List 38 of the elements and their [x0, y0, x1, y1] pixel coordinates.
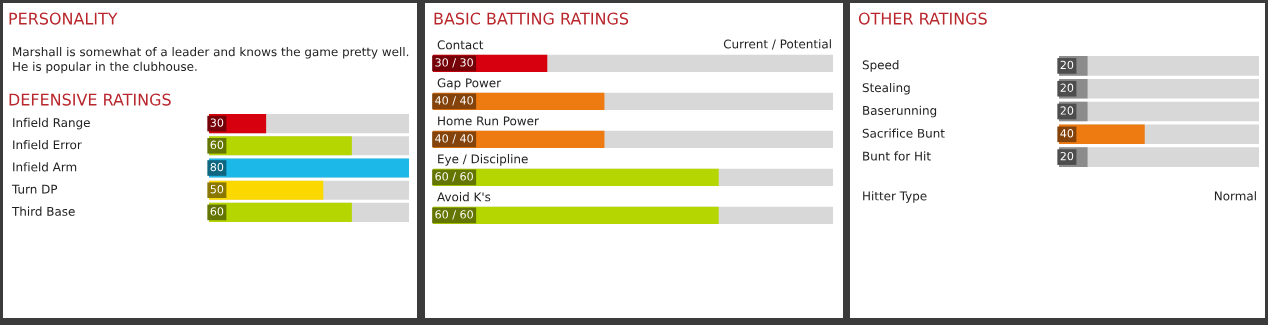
text: Hitter Type [863, 191, 927, 203]
y-tick-label: Avoid K's [437, 192, 491, 202]
data-label: 40 [1060, 129, 1074, 138]
data-label: 20 [1060, 60, 1074, 70]
annotation: Current / Potential [723, 39, 831, 50]
y-tick-label: Home Run Power [438, 116, 539, 126]
chart-title: BASIC BATTING RATINGS [434, 12, 629, 25]
y-tick-label: Speed [862, 60, 899, 72]
data-label: 40 / 40 [435, 134, 473, 144]
text: Normal [1214, 191, 1256, 201]
data-label: 40 / 40 [435, 96, 473, 106]
y-tick-label: Infield Range [13, 117, 90, 130]
data-label: 50 [210, 185, 224, 194]
y-tick-label: Eye / Discipline [438, 154, 528, 166]
data-label: 60 [210, 207, 224, 216]
y-tick-label: Turn DP [11, 184, 58, 194]
y-tick-label: Contact [437, 40, 484, 50]
y-tick-label: Baserunning [863, 105, 937, 118]
text: Marshall is somewhat of a leader and knows the game pretty well. He is popular in the clubhouse. [13, 47, 409, 74]
data-label: 60 / 60 [435, 210, 473, 220]
data-label: 80 [210, 162, 224, 172]
y-tick-label: Bunt for Hit [863, 151, 931, 161]
data-label: 60 / 60 [435, 172, 473, 182]
data-label: 30 / 30 [435, 58, 473, 68]
data-label: 60 [210, 140, 224, 150]
y-tick-label: Infield Error [13, 140, 82, 150]
y-tick-label: Infield Arm [13, 162, 77, 172]
data-label: 30 [210, 118, 224, 127]
chart-title: DEFENSIVE RATINGS [9, 93, 171, 106]
data-label: 20 [1060, 83, 1074, 92]
text: PERSONALITY [9, 12, 118, 25]
y-tick-label: Stealing [862, 82, 910, 95]
y-tick-label: Gap Power [437, 78, 502, 90]
data-label: 20 [1060, 151, 1074, 161]
text: OTHER RATINGS [858, 12, 987, 25]
y-tick-label: Third Base [11, 206, 75, 216]
data-label: 20 [1060, 106, 1074, 115]
y-tick-label: Sacrifice Bunt [862, 128, 945, 138]
